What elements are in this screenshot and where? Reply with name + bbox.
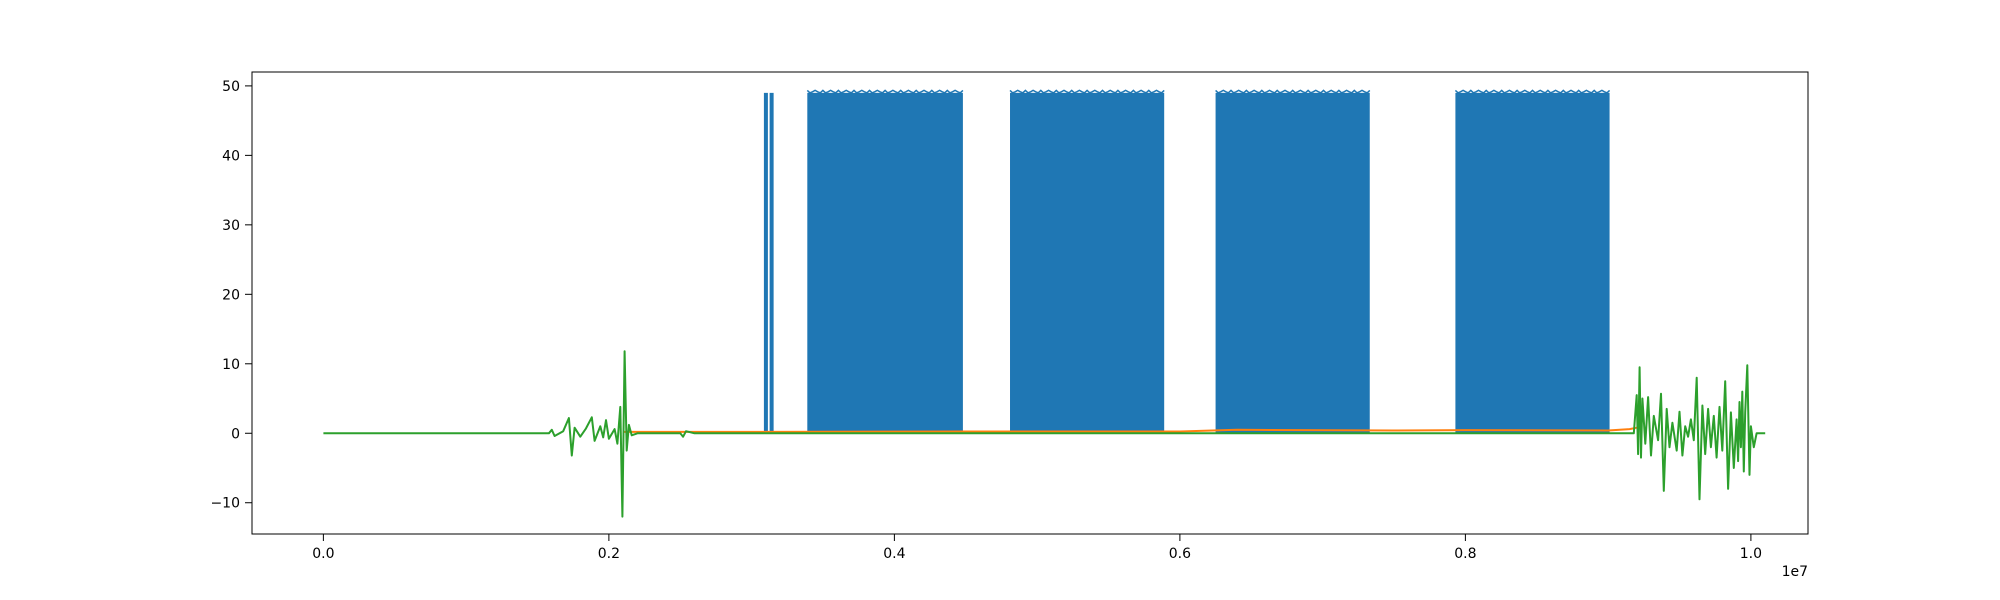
x-axis-offset-label: 1e7 xyxy=(1782,564,1808,580)
y-tick-label: 10 xyxy=(222,357,240,373)
x-tick-label: 0.0 xyxy=(312,546,334,562)
series-1-block-edge xyxy=(806,89,964,94)
x-tick-label: 0.8 xyxy=(1454,546,1476,562)
x-tick-label: 1.0 xyxy=(1740,546,1762,562)
x-tick-label: 0.4 xyxy=(883,546,905,562)
series-3-line xyxy=(323,350,1766,518)
y-tick-label: 30 xyxy=(222,218,240,234)
series-1-block xyxy=(1215,92,1370,434)
y-tick-label: 0 xyxy=(231,426,240,442)
y-tick-label: −10 xyxy=(210,496,240,512)
y-tick-label: 20 xyxy=(222,287,240,303)
axes-frame xyxy=(251,71,1809,535)
y-axis: −10 0 10 20 30 40 50 xyxy=(210,79,252,512)
series-2-line xyxy=(623,426,1637,433)
y-tick-label: 40 xyxy=(222,148,240,164)
plot-area xyxy=(323,89,1766,518)
x-tick-label: 0.2 xyxy=(598,546,620,562)
series-1-block-edge xyxy=(1454,89,1611,94)
y-tick-label: 50 xyxy=(222,79,240,95)
series-1-block-edge xyxy=(1215,89,1371,94)
series-1-block xyxy=(1010,92,1165,434)
series-1-block xyxy=(1455,92,1610,434)
x-tick-label: 0.6 xyxy=(1169,546,1191,562)
x-axis: 0.0 0.2 0.4 0.6 0.8 1.0 xyxy=(312,534,1762,562)
series-1-block xyxy=(807,92,963,434)
series-1-block-edge xyxy=(1009,89,1165,94)
